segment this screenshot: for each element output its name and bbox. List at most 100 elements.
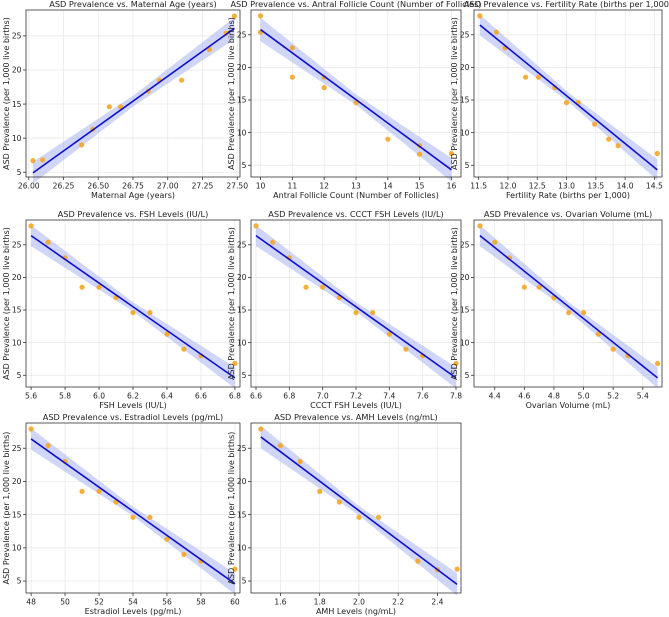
x-tick-label: 2.4 — [431, 598, 443, 607]
data-point — [164, 536, 170, 542]
x-tick-label: 5.4 — [637, 392, 649, 401]
y-tick-label: 15 — [460, 306, 470, 315]
y-tick-label: 10 — [237, 128, 247, 137]
regression-line — [30, 235, 236, 379]
data-point — [320, 284, 326, 290]
y-tick-label: 5 — [465, 161, 470, 170]
y-tick-label: 15 — [237, 510, 247, 519]
y-tick-label: 25 — [12, 444, 22, 453]
y-tick-label: 15 — [12, 306, 22, 315]
x-tick-label: 11 — [288, 182, 298, 191]
y-tick-label: 20 — [12, 66, 22, 75]
regression-line — [30, 438, 236, 585]
data-point — [580, 310, 587, 316]
x-axis-label: Ovarian Volume (mL) — [526, 401, 611, 410]
data-point — [592, 121, 598, 127]
x-tick-label: 5.2 — [607, 392, 619, 401]
x-tick-label: 13.0 — [558, 182, 575, 191]
y-tick-label: 25 — [460, 240, 470, 249]
y-tick-label: 25 — [460, 30, 470, 39]
x-tick-label: 7.0 — [317, 392, 329, 401]
y-tick-label: 15 — [237, 306, 247, 315]
data-point — [130, 514, 136, 520]
data-point — [610, 346, 616, 352]
data-point — [321, 85, 327, 91]
data-point — [45, 239, 51, 245]
x-tick-label: 12.5 — [529, 182, 546, 191]
chart-title: ASD Prevalence vs. Antral Follicle Count… — [230, 0, 481, 9]
chart-title: ASD Prevalence vs. CCCT FSH Levels (IU/L… — [268, 209, 443, 219]
chart-panel: 10 11 12 13 14 15 16 5 10 15 20 25 ASD Prevalence vs… — [227, 0, 482, 200]
x-tick-label: 16 — [447, 182, 457, 191]
y-axis-label: ASD Prevalence (per 1,000 live births) — [2, 17, 11, 170]
data-point — [454, 566, 460, 572]
x-tick-label: 26.75 — [122, 182, 144, 191]
chart-title: ASD Prevalence vs. FSH Levels (IU/L) — [58, 209, 209, 219]
data-point — [78, 142, 85, 148]
chart-panel: 11.5 12.0 12.5 13.0 13.5 14.0 14.5510152025ASD… — [450, 0, 669, 200]
x-tick-label: 5.0 — [578, 392, 590, 401]
data-point — [253, 223, 259, 229]
x-axis-label: Estradiol Levels (pg/mL) — [85, 607, 182, 616]
y-tick-label: 15 — [460, 96, 470, 105]
y-tick-label: 10 — [460, 338, 470, 347]
y-tick-label: 25 — [237, 30, 247, 39]
data-point — [40, 157, 46, 163]
data-point — [289, 45, 295, 51]
data-point — [535, 74, 542, 80]
x-tick-label: 54 — [128, 598, 138, 607]
x-tick-label: 48 — [26, 598, 36, 607]
data-point — [403, 346, 409, 352]
data-point — [96, 488, 102, 494]
data-point — [353, 310, 359, 316]
y-tick-label: 20 — [12, 273, 22, 282]
x-tick-label: 60 — [230, 598, 240, 607]
x-tick-label: 2.2 — [392, 598, 404, 607]
chart-title: ASD Prevalence vs. Ovarian Volume (mL) — [484, 209, 652, 219]
x-tick-label: 14.5 — [646, 182, 663, 191]
chart-panel: 1.6 1.8 2.0 2.2 2.4 5 10 15 20 25 ASD Prevalence v… — [227, 412, 462, 616]
x-tick-label: 58 — [196, 598, 206, 607]
x-tick-label: 50 — [60, 598, 70, 607]
x-tick-label: 6.4 — [161, 392, 173, 401]
data-point — [130, 310, 136, 316]
y-tick-label: 10 — [237, 544, 247, 553]
x-tick-label: 6.0 — [93, 392, 105, 401]
regression-line — [260, 28, 452, 171]
y-tick-label: 15 — [237, 96, 247, 105]
data-point — [375, 514, 382, 520]
regression-line — [32, 27, 235, 174]
data-point — [654, 360, 661, 367]
data-point — [415, 558, 421, 564]
x-tick-label: 27.25 — [192, 182, 214, 191]
data-point — [277, 442, 284, 449]
x-tick-label: 5.8 — [59, 392, 71, 401]
x-axis-label: AMH Levels (ng/mL) — [316, 607, 396, 616]
x-tick-label: 13.5 — [587, 182, 604, 191]
x-axis-label: Fertility Rate (births per 1,000) — [506, 191, 630, 200]
y-tick-label: 10 — [12, 544, 22, 553]
x-tick-label: 27.50 — [226, 182, 248, 191]
data-point — [147, 514, 153, 520]
x-axis-label: Maternal Age (years) — [91, 191, 175, 200]
x-tick-label: 11.5 — [470, 182, 487, 191]
x-tick-label: 14 — [383, 182, 393, 191]
data-point — [28, 223, 34, 229]
x-tick-label: 6.8 — [229, 392, 241, 401]
x-tick-label: 15 — [415, 182, 425, 191]
x-tick-label: 7.2 — [350, 392, 362, 401]
x-tick-label: 56 — [162, 598, 172, 607]
x-tick-label: 14.0 — [617, 182, 634, 191]
data-point — [45, 442, 51, 449]
data-point — [336, 499, 342, 505]
y-tick-label: 10 — [12, 134, 22, 143]
data-point — [258, 426, 264, 432]
x-tick-label: 4.8 — [548, 392, 560, 401]
plot-frame — [473, 219, 663, 388]
data-point — [232, 566, 238, 572]
x-tick-label: 12 — [319, 182, 329, 191]
plot-frame — [250, 422, 462, 594]
x-tick-label: 7.4 — [383, 392, 395, 401]
y-tick-label: 5 — [17, 371, 22, 380]
